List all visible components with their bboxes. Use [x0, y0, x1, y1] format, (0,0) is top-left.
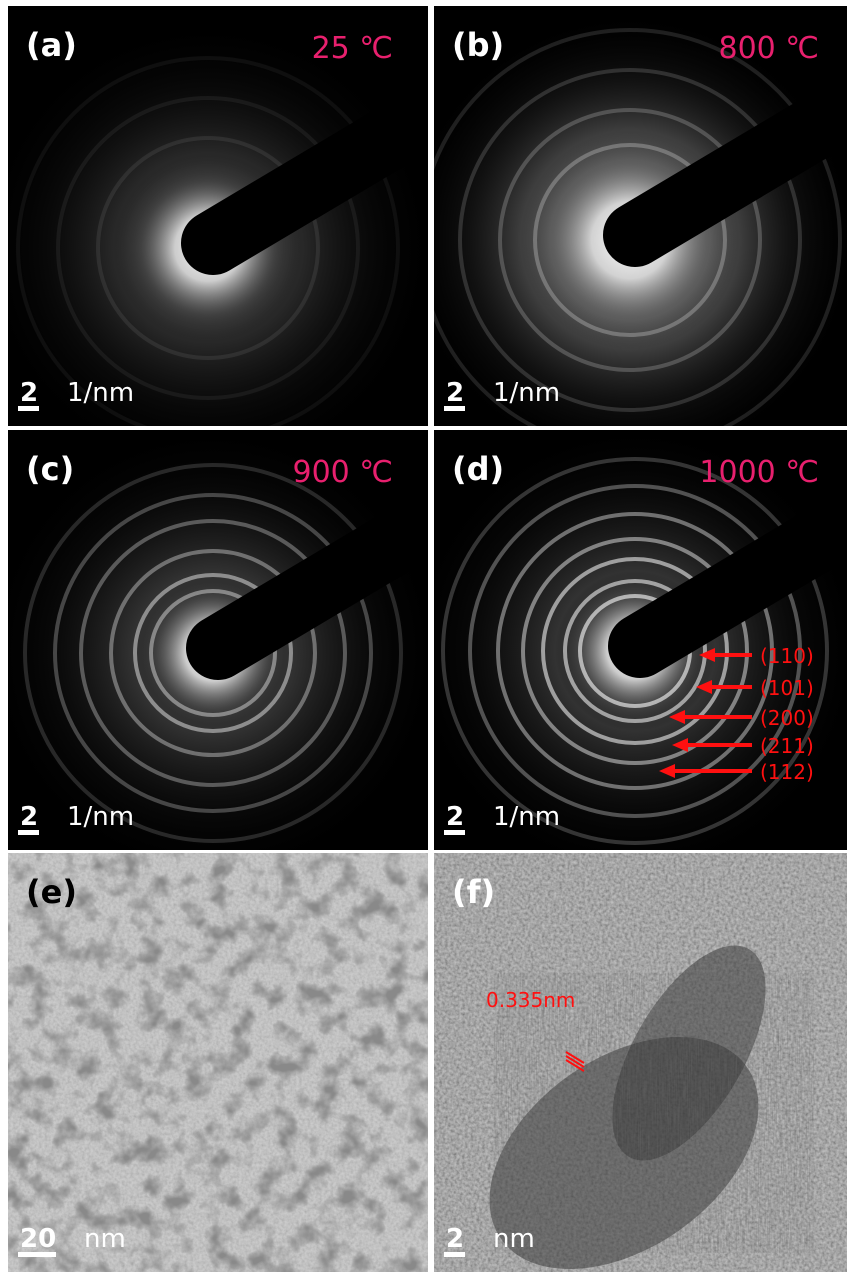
panel: (e) 20 nm [8, 853, 428, 1272]
figure: (a)25 ℃21/nm(b)800 ℃21/nm(c)900 ℃21/nm(d… [0, 0, 847, 1272]
scale-bar-unit: 1/nm [67, 802, 134, 832]
panel-label: (f) [452, 873, 495, 911]
scale-bar-unit: nm [84, 1224, 126, 1254]
scale-bar-value: 2 [20, 378, 38, 408]
temperature: 1000 ℃ [699, 455, 819, 490]
temperature: 900 ℃ [293, 455, 394, 490]
panel-label: (b) [452, 26, 504, 64]
plane-label: (112) [760, 760, 814, 784]
plane-label: (110) [760, 644, 814, 668]
panel-label: (d) [452, 450, 504, 488]
plane-label: (211) [760, 734, 814, 758]
panel: (d) 1000 ℃ 2 1/nm (110) (101) (200) (211)(112) [405, 411, 847, 881]
scale-bar-value: 2 [446, 378, 464, 408]
lattice [494, 973, 814, 1253]
panel: (b) 800 ℃ 2 1/nm [400, 0, 847, 470]
scale-bar-unit: 1/nm [67, 378, 134, 408]
scale-bar-value: 2 [20, 802, 38, 832]
scale-bar [18, 1252, 56, 1257]
scale-bar-unit: 1/nm [493, 802, 560, 832]
spacing-label: 0.335nm [486, 988, 575, 1012]
particles [8, 853, 428, 1272]
panel-label: (a) [26, 26, 77, 64]
scale-bar-value: 20 [20, 1224, 56, 1254]
scale-bar [444, 1252, 465, 1257]
scale-bar [444, 830, 465, 835]
scale-bar [18, 830, 39, 835]
scale-bar [444, 406, 465, 411]
plane-label: (200) [760, 706, 814, 730]
scale-bar-value: 2 [446, 802, 464, 832]
scale-bar-value: 2 [446, 1224, 464, 1254]
plane-label: (101) [760, 676, 814, 700]
scale-bar-unit: nm [493, 1224, 535, 1254]
panel-label: (e) [26, 873, 77, 911]
temperature: 800 ℃ [719, 31, 820, 66]
scale-bar [18, 406, 39, 411]
panel: (f) 2 nm 0.335nm [434, 853, 847, 1272]
scale-bar-unit: 1/nm [493, 378, 560, 408]
panel-label: (c) [26, 450, 74, 488]
temperature: 25 ℃ [312, 31, 393, 66]
